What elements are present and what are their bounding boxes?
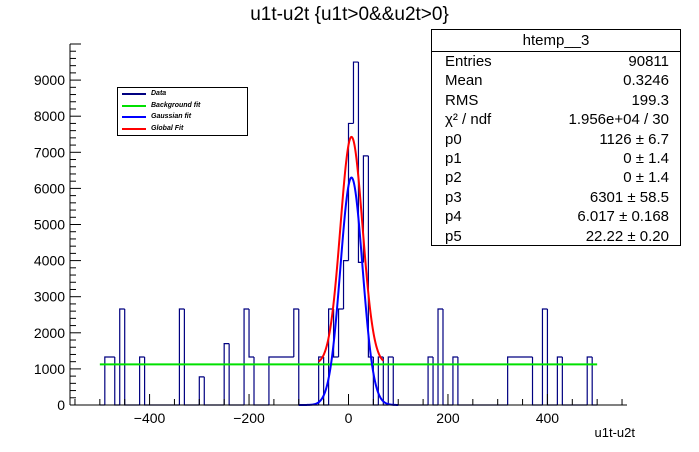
global-fit-curve	[318, 135, 385, 363]
stats-value: 6301 ± 58.5	[589, 188, 669, 206]
x-axis-label: u1t-u2t	[595, 425, 636, 440]
stats-key: p3	[445, 188, 462, 206]
stats-value: 0.3246	[623, 72, 669, 90]
legend-label-background-fit: Background fit	[151, 101, 201, 109]
histogram-bin	[546, 308, 558, 406]
gaussian-fit-curve	[298, 176, 399, 406]
histogram-bin	[332, 308, 339, 358]
stats-key: p4	[445, 208, 462, 226]
x-tick-label: 0	[345, 410, 353, 426]
histogram-bin	[178, 308, 185, 405]
stats-value: 0 ± 1.4	[623, 169, 669, 187]
y-tick-label: 5000	[34, 217, 65, 233]
legend-swatch-global-fit	[122, 127, 146, 130]
stats-key: p2	[445, 169, 462, 187]
stats-row-p0: p0 1126 ± 6.7	[432, 130, 680, 149]
stats-row-rms: RMS 199.3	[432, 91, 680, 110]
y-tick-label: 7000	[34, 144, 65, 160]
stats-value: 0 ± 1.4	[623, 149, 669, 167]
stats-value: 6.017 ± 0.168	[577, 208, 669, 226]
histogram-bin	[452, 356, 458, 405]
stats-row-p5: p5 22.22 ± 0.20	[432, 227, 680, 246]
y-tick-label: 0	[57, 397, 65, 413]
y-tick-label: 2000	[34, 325, 65, 341]
y-tick-label: 4000	[34, 253, 65, 269]
stats-row-entries: Entries 90811	[432, 52, 680, 71]
histogram-bin	[507, 356, 533, 405]
legend-item-gaussian-fit: Gaussian fit	[118, 111, 247, 123]
histogram-bin	[342, 260, 349, 309]
x-tick-label: 400	[536, 410, 560, 426]
stats-value: 22.22 ± 0.20	[585, 227, 669, 245]
histogram-bin	[139, 356, 145, 405]
histogram-bin	[203, 376, 225, 406]
histogram-bin	[586, 356, 593, 405]
x-tick-label: −200	[233, 410, 265, 426]
stats-key: χ² / ndf	[445, 111, 492, 129]
stats-row-chi2: χ² / ndf 1.956e+04 / 30	[432, 110, 680, 129]
fit-curves	[99, 135, 598, 406]
stats-value: 1.956e+04 / 30	[568, 111, 669, 129]
stats-title: htemp__3	[432, 30, 680, 52]
y-tick-label: 6000	[34, 180, 65, 196]
histogram-bin	[248, 308, 255, 358]
stats-key: p0	[445, 130, 462, 148]
legend-swatch-background-fit	[122, 104, 146, 107]
histogram-bin	[223, 343, 230, 405]
stats-value: 1126 ± 6.7	[599, 130, 669, 148]
y-tick-label: 8000	[34, 108, 65, 124]
y-tick-label: 9000	[34, 72, 65, 88]
histogram-bin	[104, 356, 115, 405]
stats-key: Mean	[445, 72, 483, 90]
stats-row-p4: p4 6.017 ± 0.168	[432, 207, 680, 226]
legend-swatch-data	[122, 93, 146, 95]
histogram-bin	[352, 61, 359, 124]
histogram-bin	[541, 308, 548, 405]
histogram-bin	[427, 356, 434, 405]
stats-row-mean: Mean 0.3246	[432, 71, 680, 90]
histogram-bin	[124, 308, 140, 406]
legend-item-data: Data	[118, 88, 247, 100]
histogram-bin	[198, 376, 205, 405]
stats-row-p2: p2 0 ± 1.4	[432, 168, 680, 187]
stats-row-p3: p3 6301 ± 58.5	[432, 188, 680, 207]
stats-box: htemp__3 Entries 90811 Mean 0.3246 RMS 199.…	[431, 29, 681, 246]
histogram-bin	[337, 308, 344, 357]
stats-key: p1	[445, 149, 462, 167]
chart-title: u1t-u2t {u1t>0&&u2t>0}	[250, 4, 449, 25]
y-tick-label: 3000	[34, 289, 65, 305]
histogram-bin	[298, 308, 319, 406]
legend: Data Background fit Gaussian fit Global …	[117, 87, 248, 136]
histogram-bin	[183, 308, 200, 406]
histogram-bin	[119, 308, 125, 405]
stats-key: Entries	[445, 53, 492, 70]
histogram-bin	[387, 356, 394, 405]
histogram-bin	[293, 308, 299, 357]
histogram-bin	[243, 308, 250, 405]
histogram-bin	[442, 308, 453, 406]
y-tick-label: 1000	[34, 361, 65, 377]
axes: −400 −200 0 200 4000100020003000400050006000…	[34, 43, 636, 440]
legend-label-global-fit: Global Fit	[151, 124, 184, 132]
stats-value: 199.3	[631, 91, 669, 109]
stats-key: p5	[445, 227, 462, 245]
histogram-bin	[228, 343, 245, 406]
legend-item-background-fit: Background fit	[118, 100, 247, 112]
histogram-bin	[347, 122, 354, 261]
stats-value: 90811	[628, 53, 669, 70]
legend-item-global-fit: Global Fit	[118, 123, 247, 135]
stats-row-p1: p1 0 ± 1.4	[432, 149, 680, 168]
legend-label-data: Data	[151, 90, 167, 97]
histogram-bin	[556, 356, 563, 405]
histogram-bin	[268, 356, 294, 405]
x-tick-label: −400	[134, 410, 166, 426]
histogram-bin	[437, 308, 443, 405]
legend-swatch-gaussian-fit	[122, 116, 146, 118]
x-tick-label: 200	[436, 410, 460, 426]
histogram-bin	[377, 356, 384, 405]
legend-label-gaussian-fit: Gaussian fit	[151, 113, 192, 120]
stats-key: RMS	[445, 91, 479, 109]
